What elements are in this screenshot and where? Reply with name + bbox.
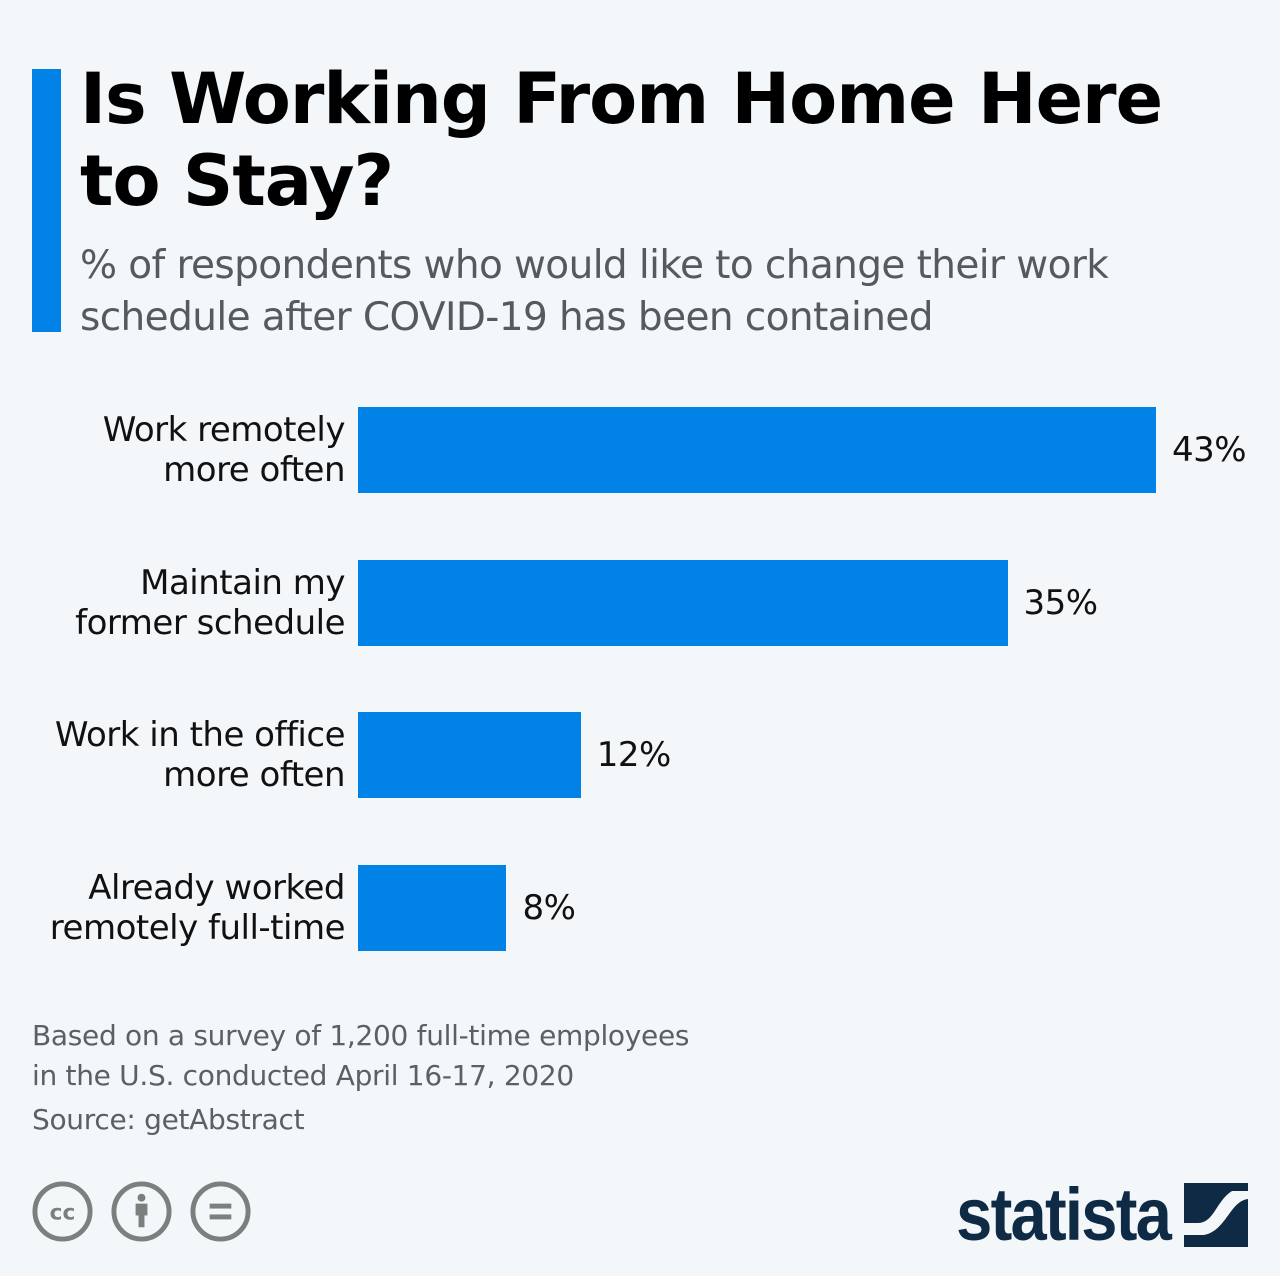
source-text: Source: getAbstract: [32, 1103, 305, 1136]
attribution-icon[interactable]: [110, 1180, 173, 1243]
bar-row: Already worked remotely full-time 8%: [0, 865, 1280, 951]
category-label: Work in the office more often: [54, 715, 346, 795]
cc-icon[interactable]: cc: [31, 1180, 94, 1243]
category-label: Maintain my former schedule: [75, 563, 345, 643]
bar-row: Work remotely more often 43%: [0, 407, 1280, 493]
value-label: 35%: [1023, 583, 1099, 623]
bar-chart: Work remotely more often 43% Maintain my…: [0, 407, 1280, 951]
bar: [358, 407, 1156, 493]
bar: [358, 865, 507, 951]
survey-note-line-1: Based on a survey of 1,200 full-time emp…: [32, 1019, 690, 1052]
svg-text:cc: cc: [50, 1200, 76, 1225]
value-label: 8%: [522, 888, 576, 928]
statista-logo-icon: [1184, 1183, 1248, 1247]
license-icons: cc: [31, 1180, 252, 1243]
survey-note: Based on a survey of 1,200 full-time emp…: [32, 1016, 689, 1096]
bar: [358, 560, 1008, 646]
bar-row: Work in the office more often 12%: [0, 712, 1280, 798]
statista-logo[interactable]: statista: [927, 1178, 1248, 1252]
title-accent-bar: [32, 69, 61, 332]
bar-row: Maintain my former schedule 35%: [0, 560, 1280, 646]
logo-wordmark: statista: [956, 1173, 1172, 1256]
chart-subtitle: % of respondents who would like to chang…: [80, 243, 1109, 340]
no-derivatives-icon[interactable]: [189, 1180, 252, 1243]
value-label: 43%: [1172, 430, 1247, 470]
value-label: 12%: [596, 735, 672, 775]
bar: [358, 712, 581, 798]
chart-title: Is Working From Home Here to Stay?: [80, 58, 1163, 222]
category-label: Work remotely more often: [102, 410, 346, 490]
category-label: Already worked remotely full-time: [49, 868, 346, 948]
survey-note-line-2: in the U.S. conducted April 16-17, 2020: [32, 1059, 574, 1092]
